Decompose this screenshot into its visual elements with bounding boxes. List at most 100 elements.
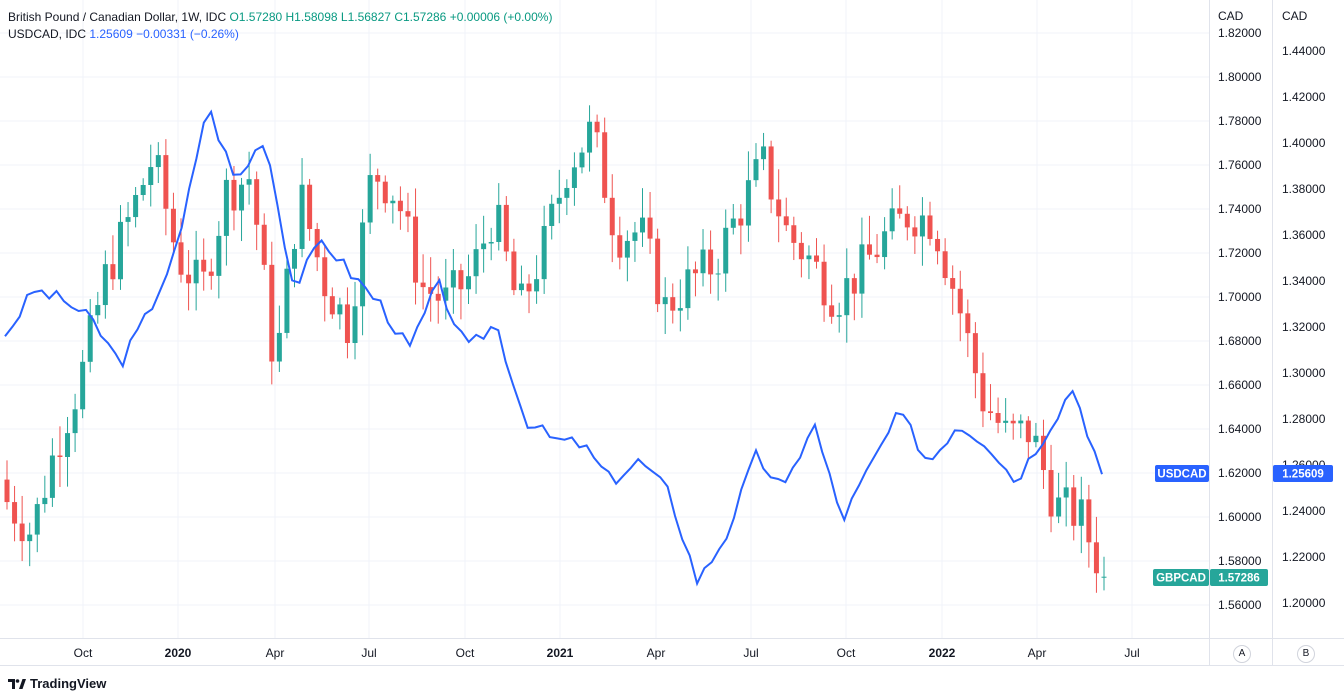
- gbpcad-candle: [1086, 484, 1092, 568]
- time-tick-label: 2022: [929, 646, 956, 660]
- gbpcad-candle: [65, 416, 71, 487]
- change-value: +0.00006 (+0.00%): [449, 10, 553, 24]
- low-value: L1.56827: [340, 10, 391, 24]
- gbpcad-candle: [246, 151, 252, 205]
- gbpcad-candle: [1010, 413, 1016, 440]
- main-series-legend[interactable]: British Pound / Canadian Dollar, 1W, IDC…: [8, 10, 552, 24]
- gbpcad-candle: [579, 147, 585, 174]
- gbpcad-candle: [1101, 556, 1107, 591]
- gbpcad-candle: [806, 245, 812, 280]
- usdcad-tick-label: 1.38000: [1282, 182, 1326, 196]
- gbpcad-candle: [19, 495, 25, 562]
- gbpcad-candle: [655, 228, 661, 313]
- gbpcad-candle: [980, 352, 986, 428]
- gbpcad-candle: [935, 230, 941, 265]
- gbpcad-tick-label: 1.76000: [1218, 158, 1262, 172]
- gbpcad-candle: [745, 151, 751, 242]
- gbpcad-candle: [783, 197, 789, 232]
- gbpcad-candle: [57, 426, 63, 488]
- gbpcad-candle: [337, 297, 343, 330]
- tradingview-logo[interactable]: TradingView: [8, 676, 106, 691]
- gbpcad-tick-label: 1.74000: [1218, 202, 1262, 216]
- gbpcad-candle: [912, 216, 918, 254]
- gbpcad-candle: [186, 250, 192, 311]
- gbpcad-candle: [640, 188, 646, 247]
- gbpcad-candle: [571, 152, 577, 206]
- gbpcad-tick-label: 1.78000: [1218, 114, 1262, 128]
- gbpcad-candle: [594, 114, 600, 148]
- gbpcad-candle: [314, 222, 320, 272]
- gbpcad-candle: [329, 287, 335, 319]
- gbpcad-candle: [738, 204, 744, 255]
- gbpcad-candle: [458, 263, 464, 320]
- gbpcad-candle: [1048, 444, 1054, 533]
- usdcad-tick-label: 1.42000: [1282, 90, 1326, 104]
- gbpcad-candle: [587, 105, 593, 172]
- gbpcad-candle: [814, 238, 820, 269]
- gbpcad-tick-label: 1.60000: [1218, 510, 1262, 524]
- time-tick-label: Apr: [647, 646, 666, 660]
- gbpcad-candle: [397, 186, 403, 230]
- left-scale-currency: CAD: [1218, 9, 1244, 23]
- gbpcad-candle: [276, 305, 282, 372]
- gbpcad-candle: [450, 249, 456, 314]
- gbpcad-candle: [1063, 461, 1069, 527]
- main-series-title: British Pound / Canadian Dollar, 1W, IDC: [8, 10, 227, 24]
- time-tick-label: Oct: [837, 646, 856, 660]
- gbpcad-candle: [307, 178, 313, 241]
- gbpcad-candle: [624, 230, 630, 282]
- gbpcad-candles: [4, 105, 1107, 593]
- gbpcad-candle: [602, 117, 608, 204]
- usdcad-tick-label: 1.20000: [1282, 596, 1326, 610]
- scale-a-button[interactable]: A: [1233, 645, 1251, 663]
- gbpcad-candle: [776, 169, 782, 243]
- gbpcad-price-scale: 1.82000 1.80000 1.78000 1.76000 1.74000 1.720…: [1218, 26, 1262, 612]
- gbpcad-candle: [730, 203, 736, 235]
- gbpcad-candle: [352, 281, 358, 360]
- gbpcad-candle: [1003, 398, 1009, 433]
- scale-b-button[interactable]: B: [1297, 645, 1315, 663]
- gbpcad-candle: [541, 205, 547, 294]
- usdcad-tick-label: 1.32000: [1282, 320, 1326, 334]
- compare-series-legend[interactable]: USDCAD, IDC 1.25609 −0.00331 (−0.26%): [8, 27, 239, 41]
- gbpcad-candle: [859, 217, 865, 318]
- badge-usd: 1.25609: [1282, 469, 1324, 481]
- gbpcad-candle: [972, 322, 978, 399]
- gbpcad-candle: [851, 273, 857, 321]
- gbpcad-candle: [231, 166, 237, 231]
- gbpcad-candle: [844, 248, 850, 343]
- gbpcad-candle: [889, 188, 895, 240]
- gbpcad-candle: [1018, 414, 1024, 439]
- gbpcad-candle: [1093, 516, 1099, 593]
- gbpcad-candle: [291, 244, 297, 288]
- gbpcad-candle: [299, 158, 305, 258]
- gbpcad-candle: [170, 192, 176, 254]
- gbpcad-candle: [942, 238, 948, 286]
- gbpcad-candle: [957, 270, 963, 342]
- gbpcad-candle: [284, 259, 290, 339]
- compare-value: 1.25609: [89, 27, 133, 41]
- time-tick-label: Apr: [1028, 646, 1047, 660]
- gbpcad-tick-label: 1.66000: [1218, 378, 1262, 392]
- gbpcad-candle: [526, 274, 532, 314]
- gbpcad-candle: [201, 238, 207, 291]
- usdcad-series-tag: USDCAD: [1155, 465, 1209, 482]
- time-tick-label: Jul: [1124, 646, 1139, 660]
- gbpcad-candle: [904, 206, 910, 241]
- usdcad-tick-label: 1.28000: [1282, 412, 1326, 426]
- open-value: O1.57280: [229, 10, 283, 24]
- gbpcad-candle: [269, 241, 275, 385]
- gbpcad-candle: [1071, 475, 1077, 541]
- gbpcad-price-badge: 1.57286: [1210, 569, 1268, 586]
- gbpcad-candle: [798, 232, 804, 278]
- gbpcad-candle: [511, 238, 517, 296]
- gbpcad-tick-label: 1.64000: [1218, 422, 1262, 436]
- gbpcad-candle: [950, 265, 956, 315]
- gbpcad-candle: [821, 244, 827, 322]
- gbpcad-candle: [927, 201, 933, 246]
- gbpcad-candle: [390, 195, 396, 224]
- gbpcad-candle: [988, 384, 994, 421]
- gbpcad-candle: [556, 169, 562, 224]
- gbpcad-candle: [708, 230, 714, 294]
